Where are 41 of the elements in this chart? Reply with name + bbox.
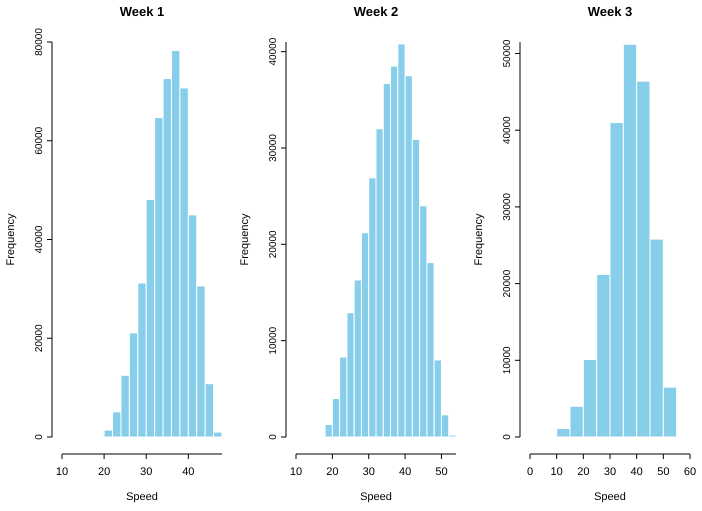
y-axis-title: Frequency [5, 213, 17, 266]
x-tick-label: 20 [326, 466, 338, 478]
y-tick-label: 0 [34, 434, 45, 440]
y-tick-label: 40000 [502, 116, 513, 144]
x-tick-label: 40 [398, 466, 412, 478]
y-tick-label: 20000 [268, 230, 279, 258]
x-tick-label: 20 [577, 466, 590, 478]
y-tick-label: 10000 [268, 326, 279, 355]
y-tick-label: 20000 [34, 324, 45, 352]
y-tick-label: 30000 [268, 134, 279, 162]
x-tick-label: 10 [550, 466, 563, 478]
y-axis-title: Frequency [239, 213, 251, 266]
y-tick-label: 40000 [34, 225, 45, 254]
x-tick-label: 30 [362, 466, 375, 478]
x-tick-label: 50 [435, 466, 448, 478]
x-tick-label: 20 [98, 466, 110, 478]
y-tick-label: 40000 [268, 37, 279, 66]
y-tick-label: 10000 [502, 346, 513, 374]
x-tick-label: 10 [56, 466, 68, 478]
y-tick-label: 0 [502, 434, 513, 440]
x-tick-label: 50 [657, 466, 670, 478]
x-tick-label: 10 [290, 466, 302, 478]
x-tick-label: 30 [604, 466, 616, 478]
chart-title: Week 1 [120, 4, 164, 19]
chart-title: Week 2 [354, 4, 398, 19]
chart-title: Week 3 [588, 4, 632, 19]
y-tick-label: 50000 [502, 39, 513, 68]
y-axis-title: Frequency [473, 213, 485, 266]
x-axis-title: Speed [126, 491, 158, 503]
x-tick-label: 60 [684, 466, 696, 478]
y-tick-label: 30000 [502, 192, 513, 221]
y-tick-label: 80000 [34, 28, 45, 56]
x-tick-label: 40 [182, 466, 194, 478]
y-tick-label: 0 [268, 434, 279, 440]
x-axis-title: Speed [594, 491, 626, 503]
x-axis-title: Speed [360, 491, 392, 503]
y-tick-label: 60000 [34, 126, 45, 155]
x-tick-label: 0 [526, 466, 534, 478]
x-tick-label: 40 [630, 466, 643, 478]
x-tick-label: 30 [140, 466, 152, 478]
y-tick-label: 20000 [502, 269, 513, 298]
